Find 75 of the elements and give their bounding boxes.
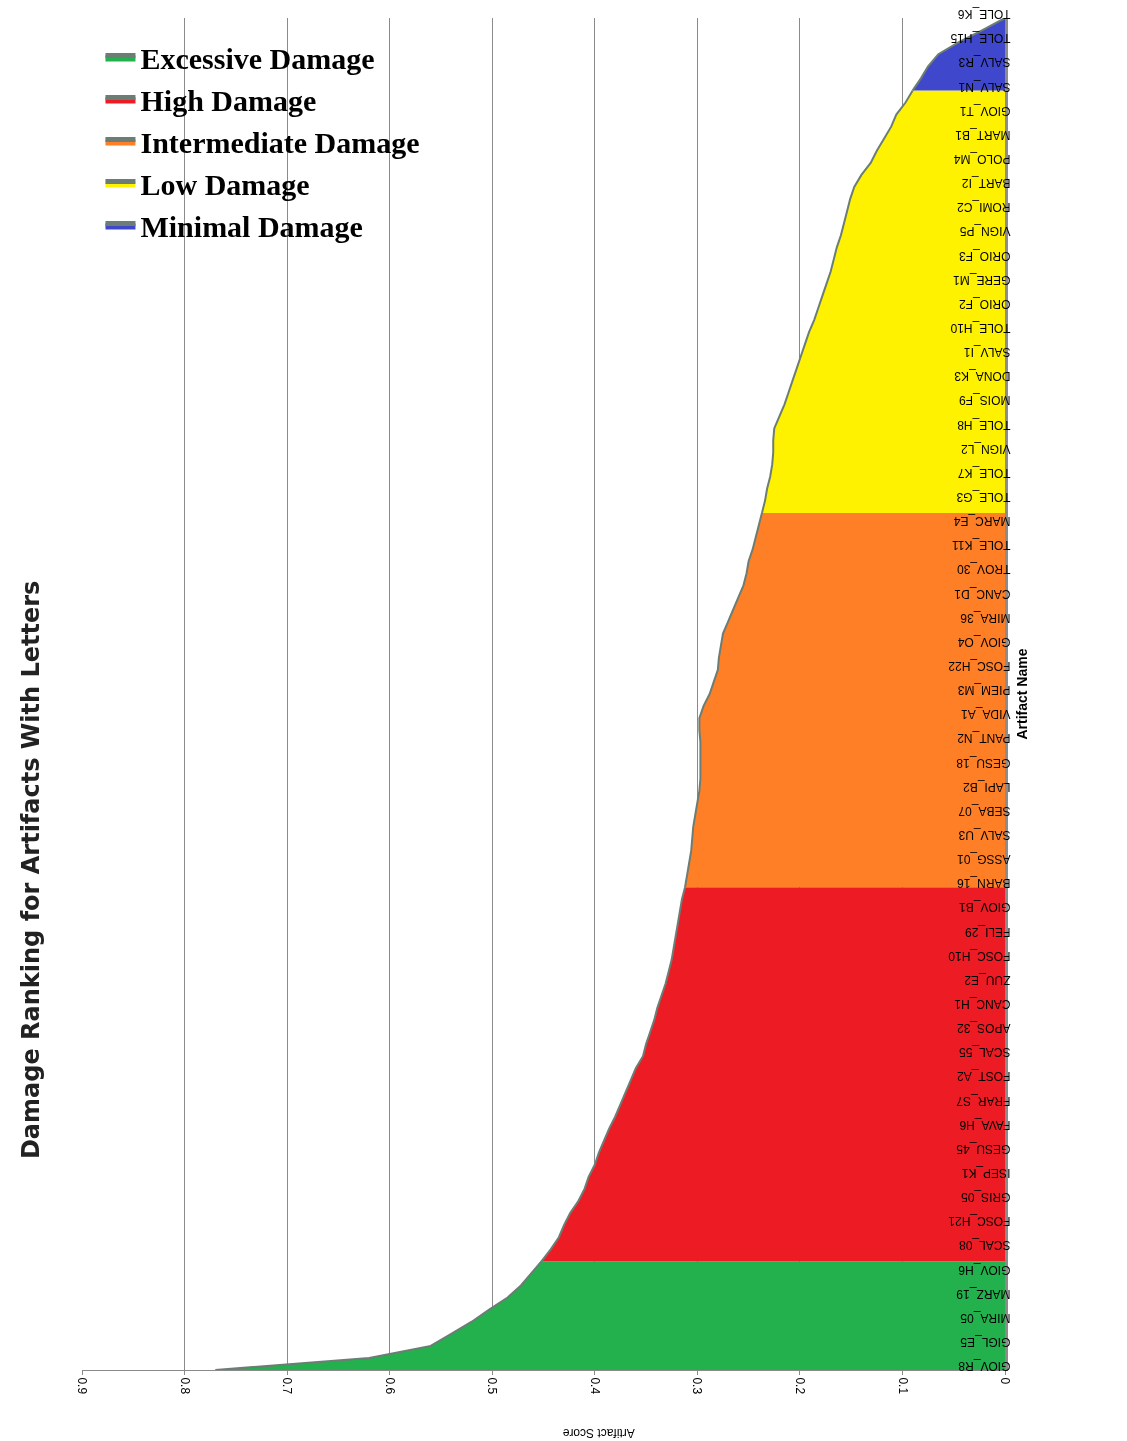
y-tick-label: TOLE_H15 [950,31,1011,46]
x-tick-label: 0.9 [75,1377,90,1395]
y-tick-label: PANT_N2 [956,731,1011,746]
y-tick-label: FELI_29 [964,924,1011,939]
x-tick-label: 0.4 [587,1377,602,1395]
legend-label: Excessive Damage [140,42,375,76]
y-tick-label: ROMI_C2 [956,200,1011,215]
y-tick-label: VIGN_P5 [959,224,1011,239]
y-tick-label: GRIS_05 [960,1190,1011,1205]
x-tick-label: 0 [998,1377,1013,1385]
x-tick-label: 0.2 [792,1377,807,1395]
y-tick-label: TOLE_H8 [956,417,1011,432]
y-tick-label: FAVA_H6 [959,1117,1011,1132]
y-tick-label: FRAR_S7 [956,1093,1011,1108]
y-tick-label: TOLE_K7 [957,465,1011,480]
y-tick-label: FOSC_H22 [948,659,1011,674]
x-tick-label: 0.5 [485,1377,500,1395]
y-tick-label: MART_B1 [954,127,1011,142]
y-tick-label: GIOV_O4 [957,634,1011,649]
y-tick-label: MIRA_05 [960,1310,1011,1325]
y-tick-label: POLO_M4 [953,152,1011,167]
y-tick-label: MIRA_36 [960,610,1011,625]
y-tick-label: MARC_E4 [953,514,1011,529]
y-tick-label: SCAL_55 [958,1045,1011,1060]
y-tick-label: GESU_45 [956,1141,1011,1156]
y-tick-label: GERE_M1 [952,272,1011,287]
y-tick-label: SALV_U3 [958,828,1011,843]
legend-label: Minimal Damage [140,210,363,244]
y-tick-label: FOST_A2 [956,1069,1011,1084]
y-tick-label: VIGN_L2 [960,441,1011,456]
y-tick-label: SALV_R3 [958,55,1011,70]
legend-label: Low Damage [140,168,310,202]
x-tick-label: 0.7 [280,1377,295,1395]
x-tick-label: 0.3 [690,1377,705,1395]
y-tick-label: MOIS_F9 [958,393,1011,408]
y-tick-label: ORIO_F2 [958,296,1011,311]
text: Damage Ranking for Artifacts With Letters [16,580,45,1160]
y-tick-label: FOSC_H21 [948,1214,1011,1229]
y-tick-label: ISEP_K1 [961,1166,1011,1181]
y-tick-label: GIOV_H6 [958,1262,1011,1277]
y-tick-label: SALV_I1 [963,345,1011,360]
y-tick-label: BART_I2 [961,176,1011,191]
x-tick-label: 0.8 [177,1377,192,1395]
y-tick-label: GESU_18 [956,755,1011,770]
y-tick-label: DONA_K3 [954,369,1011,384]
y-axis-title: Artifact Name [1013,648,1030,740]
y-tick-label: TROV_30 [956,562,1011,577]
y-tick-label: GIOV_B1 [958,900,1011,915]
y-tick-label: TOLE_K6 [957,7,1011,22]
legend-label: High Damage [140,84,317,118]
y-tick-label: ORIO_F3 [958,248,1011,263]
x-axis-title: Artifact Score [562,1426,635,1441]
y-tick-label: TOLE_K11 [951,538,1011,553]
y-tick-label: APOS_32 [956,1021,1011,1036]
y-tick-label: VIDA_A1 [960,707,1011,722]
x-tick-label: 0.6 [382,1377,397,1395]
y-tick-label: GIOV_T1 [959,103,1011,118]
y-tick-label: TOLE_H10 [950,321,1011,336]
y-tick-label: SEBA_07 [958,803,1011,818]
legend-label: Intermediate Damage [140,126,420,160]
y-tick-label: SALV_N1 [958,79,1011,94]
y-tick-label: TOLE_G3 [956,490,1011,505]
y-tick-label: ASSG_01 [956,852,1011,867]
y-tick-label: GIGL_E5 [960,1335,1011,1350]
y-tick-label: PIEM_M3 [957,683,1011,698]
y-tick-label: CANC_H1 [954,997,1011,1012]
y-tick-label: FOSC_H10 [948,948,1011,963]
y-tick-label: SCAL_08 [958,1238,1011,1253]
y-tick-label: ZUU_E2 [964,972,1011,987]
y-tick-label: MARZ_19 [956,1286,1011,1301]
x-tick-label: 0.1 [895,1377,910,1395]
y-tick-label: BARN_16 [956,876,1011,891]
y-tick-label: CANC_D1 [954,586,1011,601]
y-tick-label: GIOV_R8 [958,1359,1011,1374]
y-tick-label: LAPI_B2 [962,779,1011,794]
